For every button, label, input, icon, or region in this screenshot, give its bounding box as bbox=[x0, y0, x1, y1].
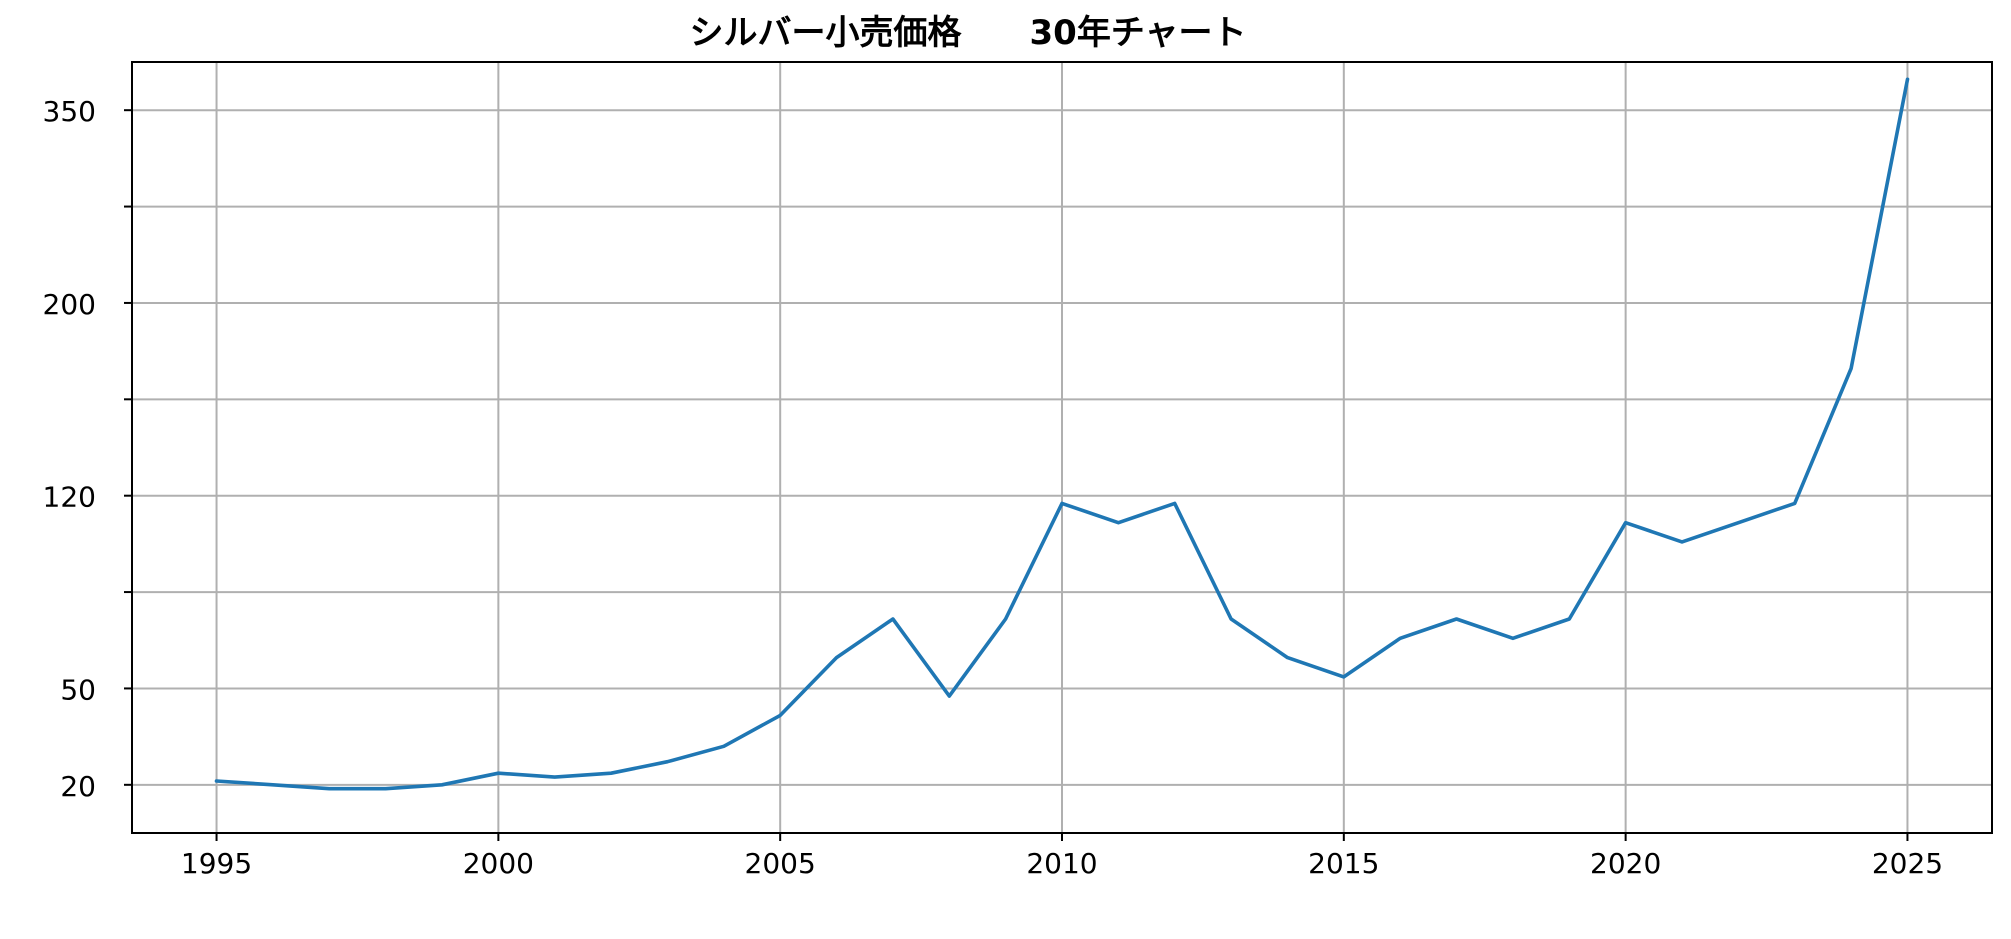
series-line bbox=[214, 77, 1910, 791]
y-tick-label: 200 bbox=[43, 288, 96, 321]
y-tick-label: 50 bbox=[60, 673, 96, 706]
y-axis: 20 50 120 200 350 bbox=[43, 95, 132, 803]
y-tick-label: 350 bbox=[43, 95, 96, 128]
y-tick-label: 120 bbox=[43, 481, 96, 514]
x-tick-label: 2020 bbox=[1590, 847, 1661, 880]
y-tick-label: 20 bbox=[60, 770, 96, 803]
x-tick-label: 2015 bbox=[1308, 847, 1379, 880]
x-tick-label: 2010 bbox=[1026, 847, 1097, 880]
x-tick-label: 2025 bbox=[1872, 847, 1943, 880]
grid-lines bbox=[132, 62, 1992, 833]
series-layer bbox=[214, 77, 1910, 791]
x-tick-label: 1995 bbox=[181, 847, 252, 880]
x-tick-label: 2005 bbox=[745, 847, 816, 880]
x-tick-label: 2000 bbox=[463, 847, 534, 880]
chart-title: シルバー小売価格 30年チャート bbox=[690, 13, 1247, 53]
x-axis: 1995 2000 2005 2010 2015 2020 2025 bbox=[181, 833, 1943, 880]
